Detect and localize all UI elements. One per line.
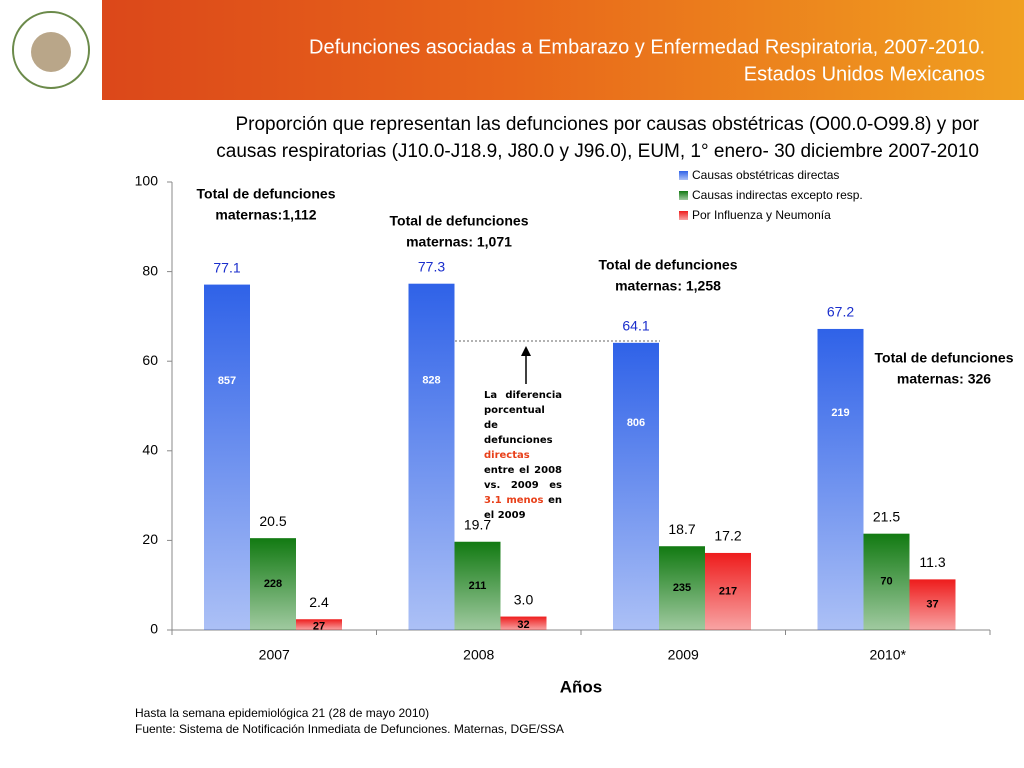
value-label: 17.2 [714,528,741,544]
annotation: maternas: 326 [897,371,991,387]
bar [296,619,342,630]
chart-title: Proporción que representan las defuncion… [235,114,979,135]
annotation: maternas:1,112 [215,207,316,223]
bar [909,579,956,630]
count-label: 27 [313,621,325,633]
chart-title: causas respiratorias (J10.0-J18.9, J80.0… [216,141,979,162]
x-tick-label: 2007 [259,647,290,663]
count-label: 806 [627,417,645,429]
bar [863,533,910,630]
value-label: 21.5 [873,508,900,524]
bar [500,616,547,630]
footnote: Hasta la semana epidemiológica 21 (28 de… [135,706,429,720]
value-label: 67.2 [827,304,854,320]
count-label: 235 [673,582,691,594]
logo-eagle [31,32,71,72]
value-label: 18.7 [668,521,695,537]
y-tick-label: 20 [142,531,158,547]
note-text: directas [484,450,530,461]
count-label: 857 [218,375,236,387]
bar [408,283,455,630]
arrow-head [521,346,531,356]
count-label: 32 [517,619,529,631]
annotation: Total de defunciones [875,350,1014,366]
value-label: 19.7 [464,516,491,532]
count-label: 219 [831,407,849,419]
bar [659,546,705,630]
header-title: Defunciones asociadas a Embarazo y Enfer… [309,36,985,58]
note-text: entre el 2008 vs. 2009 es [484,465,562,491]
logo [12,11,90,89]
bar [817,328,864,630]
note-box: La diferencia porcentual de defunciones … [484,388,562,518]
bar [250,538,296,630]
annotation: maternas: 1,258 [615,278,721,294]
bar [613,342,659,630]
header-band [0,0,1024,100]
value-label: 77.3 [418,258,445,274]
y-tick-label: 40 [142,442,158,458]
value-label: 3.0 [514,591,534,607]
count-label: 70 [880,576,892,588]
value-label: 2.4 [309,594,329,610]
annotation: Total de defunciones [390,213,529,229]
value-label: 11.3 [919,554,945,570]
y-tick-label: 100 [135,173,159,189]
x-tick-label: 2009 [668,647,699,663]
y-tick-label: 80 [142,262,158,278]
legend-swatch [679,191,688,200]
note-text: La diferencia porcentual de defunciones [484,390,562,446]
annotation: Total de defunciones [197,186,336,202]
x-axis-label: Años [560,677,603,696]
annotation: Total de defunciones [599,257,738,273]
legend-label: Causas indirectas excepto resp. [692,188,863,202]
count-label: 37 [926,599,938,611]
y-tick-label: 0 [150,621,158,637]
header-title: Estados Unidos Mexicanos [744,63,985,85]
value-label: 64.1 [622,318,649,334]
value-label: 77.1 [213,259,240,275]
bar [204,284,250,630]
note-text: 3.1 menos [484,495,544,506]
footnote: Fuente: Sistema de Notificación Inmediat… [135,722,564,736]
x-tick-label: 2010* [869,647,906,663]
count-label: 228 [264,578,282,590]
bar [705,552,751,630]
count-label: 828 [422,375,440,387]
note: La diferencia porcentual de defunciones … [484,388,562,518]
legend-label: Por Influenza y Neumonía [692,208,831,222]
y-tick-label: 60 [142,352,158,368]
bar [454,541,501,630]
count-label: 217 [719,585,737,597]
legend-swatch [679,211,688,220]
legend-swatch [679,171,688,180]
x-tick-label: 2008 [463,647,494,663]
note-text: en el 2009 [484,495,562,518]
annotation: maternas: 1,071 [406,234,512,250]
count-label: 211 [469,580,487,592]
value-label: 20.5 [259,513,286,529]
legend-label: Causas obstétricas directas [692,168,839,182]
